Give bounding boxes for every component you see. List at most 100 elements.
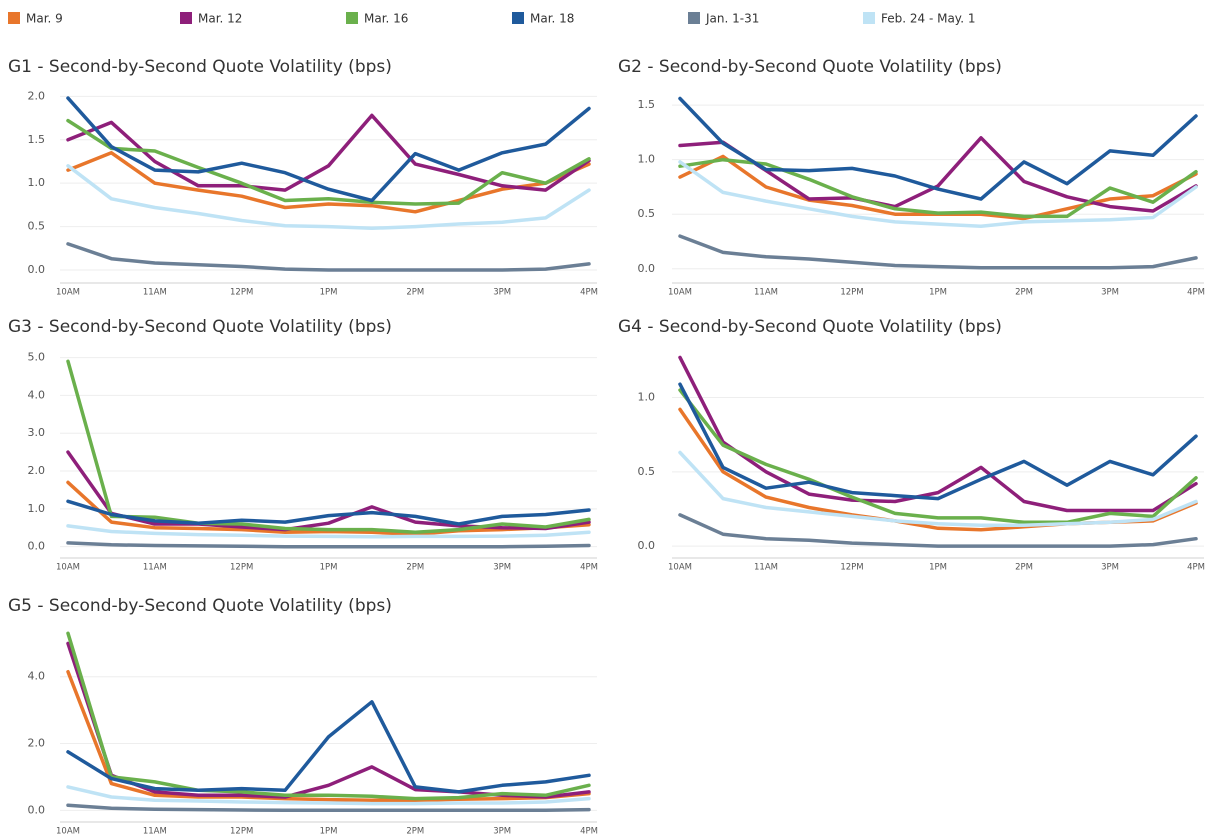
- x-tick-label: 11AM: [143, 288, 167, 298]
- legend-label: Mar. 12: [198, 12, 242, 26]
- series-line: [678, 388, 1198, 525]
- series-line: [66, 480, 591, 536]
- x-tick-label: 12PM: [230, 827, 253, 836]
- y-tick-label: 0.0: [638, 262, 656, 275]
- series-line: [66, 242, 591, 272]
- x-tick-label: 1PM: [929, 288, 947, 298]
- x-tick-label: 3PM: [493, 563, 511, 573]
- series-line: [678, 234, 1198, 270]
- legend-swatch: [863, 12, 875, 24]
- y-tick-label: 0.0: [28, 803, 46, 816]
- y-tick-label: 1.0: [638, 391, 656, 404]
- y-tick-label: 5.0: [28, 351, 46, 364]
- x-tick-label: 4PM: [1187, 288, 1205, 298]
- x-tick-label: 10AM: [668, 563, 692, 573]
- y-tick-label: 0.5: [638, 207, 656, 220]
- y-tick-label: 0.0: [638, 539, 656, 552]
- y-tick-label: 0.0: [28, 263, 46, 276]
- series-line: [678, 355, 1198, 513]
- legend-swatch: [346, 12, 358, 24]
- series-line: [678, 96, 1198, 201]
- y-tick-label: 2.0: [28, 464, 46, 477]
- x-tick-label: 3PM: [1101, 288, 1119, 298]
- x-tick-label: 2PM: [406, 827, 424, 836]
- series-line: [66, 450, 591, 532]
- x-tick-label: 4PM: [580, 563, 598, 573]
- x-tick-label: 11AM: [754, 288, 778, 298]
- x-tick-label: 3PM: [493, 827, 511, 836]
- x-tick-label: 4PM: [580, 288, 598, 298]
- series-line: [66, 785, 591, 806]
- x-tick-label: 10AM: [56, 563, 80, 573]
- x-tick-label: 2PM: [1015, 563, 1033, 573]
- series-line: [678, 513, 1198, 548]
- chart-title: G2 - Second-by-Second Quote Volatility (…: [618, 57, 1002, 77]
- legend-label: Mar. 18: [530, 12, 574, 26]
- x-tick-label: 10AM: [56, 827, 80, 836]
- x-tick-label: 10AM: [56, 288, 80, 298]
- y-tick-label: 2.0: [28, 89, 46, 102]
- legend-swatch: [512, 12, 524, 24]
- y-tick-label: 1.0: [28, 176, 46, 189]
- y-tick-label: 4.0: [28, 670, 46, 683]
- x-tick-label: 2PM: [406, 563, 424, 573]
- series-line: [678, 450, 1198, 528]
- x-tick-label: 10AM: [668, 288, 692, 298]
- chart-title: G4 - Second-by-Second Quote Volatility (…: [618, 317, 1002, 337]
- series-line: [66, 499, 591, 526]
- y-tick-label: 2.0: [28, 737, 46, 750]
- legend-label: Jan. 1-31: [705, 12, 759, 26]
- x-tick-label: 2PM: [406, 288, 424, 298]
- y-tick-label: 0.5: [638, 465, 656, 478]
- y-tick-label: 1.5: [638, 98, 656, 111]
- x-tick-label: 3PM: [1101, 563, 1119, 573]
- x-tick-label: 12PM: [840, 563, 863, 573]
- series-line: [66, 151, 591, 214]
- series-line: [66, 118, 591, 206]
- series-line: [66, 164, 591, 231]
- y-tick-label: 3.0: [28, 426, 46, 439]
- series-line: [66, 96, 591, 203]
- series-line: [66, 641, 591, 799]
- x-tick-label: 11AM: [754, 563, 778, 573]
- series-line: [66, 524, 591, 539]
- x-tick-label: 1PM: [320, 288, 338, 298]
- y-tick-label: 1.0: [638, 153, 656, 166]
- y-tick-label: 0.0: [28, 540, 46, 553]
- legend-swatch: [8, 12, 20, 24]
- y-tick-label: 1.5: [28, 133, 46, 146]
- x-tick-label: 1PM: [929, 563, 947, 573]
- series-line: [66, 541, 591, 549]
- chart-title: G5 - Second-by-Second Quote Volatility (…: [8, 596, 392, 616]
- x-tick-label: 2PM: [1015, 288, 1033, 298]
- legend-swatch: [180, 12, 192, 24]
- x-tick-label: 11AM: [143, 563, 167, 573]
- series-line: [66, 631, 591, 801]
- x-tick-label: 12PM: [230, 288, 253, 298]
- x-tick-label: 11AM: [143, 827, 167, 836]
- series-line: [66, 669, 591, 803]
- x-tick-label: 4PM: [580, 827, 598, 836]
- x-tick-label: 12PM: [230, 563, 253, 573]
- x-tick-label: 1PM: [320, 827, 338, 836]
- series-line: [66, 700, 591, 794]
- series-line: [66, 803, 591, 813]
- legend-swatch: [688, 12, 700, 24]
- series-line: [678, 160, 1198, 228]
- y-tick-label: 1.0: [28, 502, 46, 515]
- x-tick-label: 4PM: [1187, 563, 1205, 573]
- chart-title: G3 - Second-by-Second Quote Volatility (…: [8, 317, 392, 337]
- legend-label: Feb. 24 - May. 1: [881, 12, 975, 26]
- series-line: [678, 382, 1198, 501]
- legend-label: Mar. 16: [364, 12, 408, 26]
- x-tick-label: 1PM: [320, 563, 338, 573]
- y-tick-label: 0.5: [28, 220, 46, 233]
- series-line: [66, 359, 591, 535]
- series-line: [66, 113, 591, 192]
- series-line: [678, 157, 1198, 219]
- chart-title: G1 - Second-by-Second Quote Volatility (…: [8, 57, 392, 77]
- x-tick-label: 3PM: [493, 288, 511, 298]
- y-tick-label: 4.0: [28, 388, 46, 401]
- x-tick-label: 12PM: [840, 288, 863, 298]
